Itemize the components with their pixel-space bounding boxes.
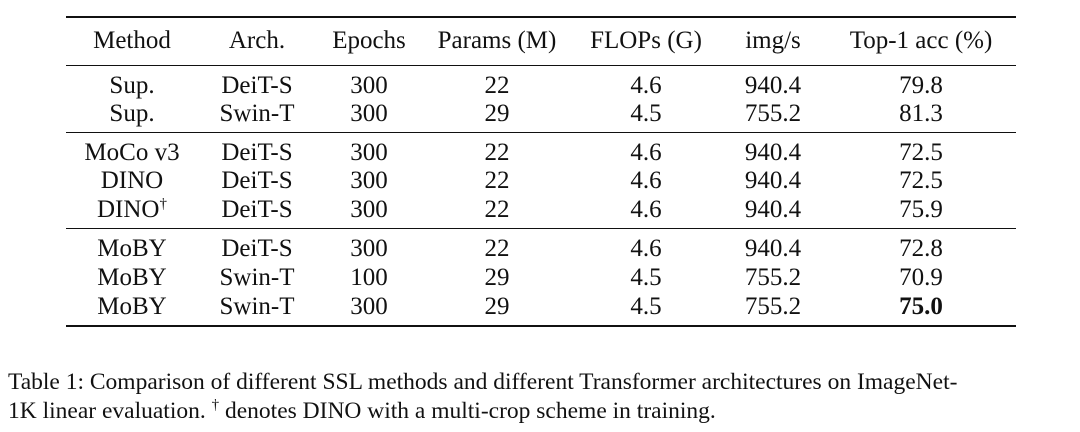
cell-flops: 4.6 xyxy=(630,71,662,99)
table-caption: Table 1: Comparison of different SSL met… xyxy=(8,368,1074,426)
cell-acc: 72.8 xyxy=(899,235,943,262)
cell-params: 29 xyxy=(484,263,510,291)
cell-flops: 4.5 xyxy=(630,263,662,291)
table-row: DINO† DeiT-S 300 22 4.6 940.4 75.9 xyxy=(66,196,1016,229)
cell-params: 22 xyxy=(484,138,510,166)
caption-dagger-mark: † xyxy=(211,397,220,413)
cell-acc: 79.8 xyxy=(899,71,943,99)
cell-imgs: 940.4 xyxy=(744,138,802,166)
cell-flops: 4.5 xyxy=(630,292,662,320)
header-top1-acc: Top-1 acc (%) xyxy=(849,27,993,55)
cell-epochs: 300 xyxy=(350,71,388,99)
cell-epochs: 300 xyxy=(350,138,388,166)
cell-flops: 4.6 xyxy=(630,167,662,195)
cell-method: MoBY xyxy=(97,292,167,320)
cell-epochs: 300 xyxy=(350,99,388,127)
table-row: DINO DeiT-S 300 22 4.6 940.4 72.5 xyxy=(66,167,1016,197)
cell-arch: DeiT-S xyxy=(221,196,293,223)
cell-epochs: 300 xyxy=(350,235,388,262)
header-params: Params (M) xyxy=(437,27,557,55)
cell-arch: DeiT-S xyxy=(221,235,293,262)
table-row: MoBY Swin-T 100 29 4.5 755.2 70.9 xyxy=(66,263,1016,293)
cell-arch: Swin-T xyxy=(219,99,295,127)
cell-acc: 81.3 xyxy=(899,99,943,127)
header-method: Method xyxy=(93,27,171,55)
table-row: Sup. DeiT-S 300 22 4.6 940.4 79.8 xyxy=(66,65,1016,100)
cell-method: Sup. xyxy=(109,71,155,99)
cell-epochs: 300 xyxy=(350,292,388,320)
cell-method: MoBY xyxy=(97,235,167,262)
cell-imgs: 940.4 xyxy=(744,167,802,195)
caption-line-1: Table 1: Comparison of different SSL met… xyxy=(8,369,958,395)
caption-line-2: 1K linear evaluation. † denotes DINO wit… xyxy=(8,397,1074,426)
cell-params: 29 xyxy=(484,292,510,320)
cell-flops: 4.6 xyxy=(630,196,662,223)
cell-acc-best: 75.0 xyxy=(899,292,943,320)
cell-params: 22 xyxy=(484,167,510,195)
results-table-container: Method Arch. Epochs Params (M) FLOPs (G)… xyxy=(66,16,1016,327)
cell-flops: 4.6 xyxy=(630,138,662,166)
table-row: MoCo v3 DeiT-S 300 22 4.6 940.4 72.5 xyxy=(66,132,1016,167)
results-table: Method Arch. Epochs Params (M) FLOPs (G)… xyxy=(66,16,1016,327)
cell-params: 22 xyxy=(484,71,510,99)
cell-method: Sup. xyxy=(109,99,155,127)
cell-epochs: 100 xyxy=(350,263,388,291)
header-epochs: Epochs xyxy=(332,27,406,55)
cell-acc: 72.5 xyxy=(899,167,943,195)
cell-acc: 72.5 xyxy=(899,138,943,166)
cell-imgs: 755.2 xyxy=(744,99,802,127)
header-arch: Arch. xyxy=(228,27,286,55)
cell-method: DINO† xyxy=(66,196,198,229)
dagger-mark: † xyxy=(159,196,168,212)
cell-imgs: 755.2 xyxy=(744,292,802,320)
cell-flops: 4.6 xyxy=(630,235,662,262)
cell-imgs: 940.4 xyxy=(744,71,802,99)
cell-arch: Swin-T xyxy=(219,263,295,291)
cell-arch: Swin-T xyxy=(219,292,295,320)
cell-acc: 70.9 xyxy=(899,263,943,291)
cell-arch: DeiT-S xyxy=(221,167,293,195)
header-imgs: img/s xyxy=(745,27,801,55)
cell-method: MoBY xyxy=(97,263,167,291)
cell-arch: DeiT-S xyxy=(221,71,293,99)
table-row: MoBY Swin-T 300 29 4.5 755.2 75.0 xyxy=(66,293,1016,326)
table-header-row: Method Arch. Epochs Params (M) FLOPs (G)… xyxy=(66,17,1016,65)
table-row: Sup. Swin-T 300 29 4.5 755.2 81.3 xyxy=(66,100,1016,133)
caption-line-2-end: denotes DINO with a multi-crop scheme in… xyxy=(219,398,716,424)
cell-imgs: 755.2 xyxy=(744,263,802,291)
cell-imgs: 940.4 xyxy=(744,196,802,223)
cell-epochs: 300 xyxy=(350,167,388,195)
caption-line-2-start: 1K linear evaluation. xyxy=(8,398,212,424)
method-name: DINO xyxy=(97,196,160,223)
table-row: MoBY DeiT-S 300 22 4.6 940.4 72.8 xyxy=(66,228,1016,264)
cell-imgs: 940.4 xyxy=(744,235,802,262)
cell-method: MoCo v3 xyxy=(84,138,180,166)
cell-params: 22 xyxy=(484,196,510,223)
cell-params: 29 xyxy=(484,99,510,127)
cell-acc: 75.9 xyxy=(899,196,943,223)
cell-flops: 4.5 xyxy=(630,99,662,127)
cell-method: DINO xyxy=(100,167,164,195)
cell-params: 22 xyxy=(484,235,510,262)
header-flops: FLOPs (G) xyxy=(590,27,702,55)
cell-epochs: 300 xyxy=(350,196,388,223)
cell-arch: DeiT-S xyxy=(221,138,293,166)
